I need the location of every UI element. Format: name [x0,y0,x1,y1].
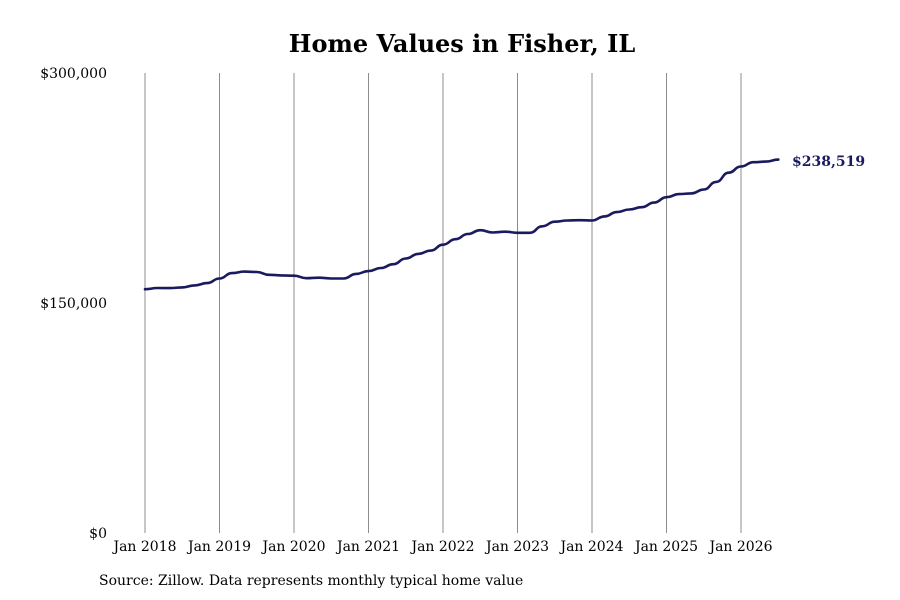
x-tick-label: Jan 2026 [707,539,772,555]
y-tick-label: $150,000 [40,296,107,312]
series-line [143,158,780,291]
end-value-label: $238,519 [792,154,865,170]
x-gridlines [144,73,742,533]
x-axis-ticks: Jan 2018 Jan 2019 Jan 2020 Jan 2021 Jan 2022… [111,539,772,555]
x-tick-label: Jan 2023 [484,539,549,555]
series-layer [143,158,780,291]
x-tick-label: Jan 2021 [335,539,400,555]
source-footnote: Source: Zillow. Data represents monthly … [99,573,524,589]
x-tick-label: Jan 2025 [633,539,698,555]
chart-title: Home Values in Fisher, IL [289,29,636,58]
x-tick-label: Jan 2018 [111,539,176,555]
x-tick-label: Jan 2020 [260,539,325,555]
x-tick-label: Jan 2019 [186,539,251,555]
y-axis-ticks: $0 $150,000 $300,000 [40,66,107,542]
y-tick-label: $300,000 [40,66,107,82]
x-tick-label: Jan 2022 [409,539,474,555]
x-tick-label: Jan 2024 [558,539,623,555]
y-tick-label: $0 [89,526,107,542]
